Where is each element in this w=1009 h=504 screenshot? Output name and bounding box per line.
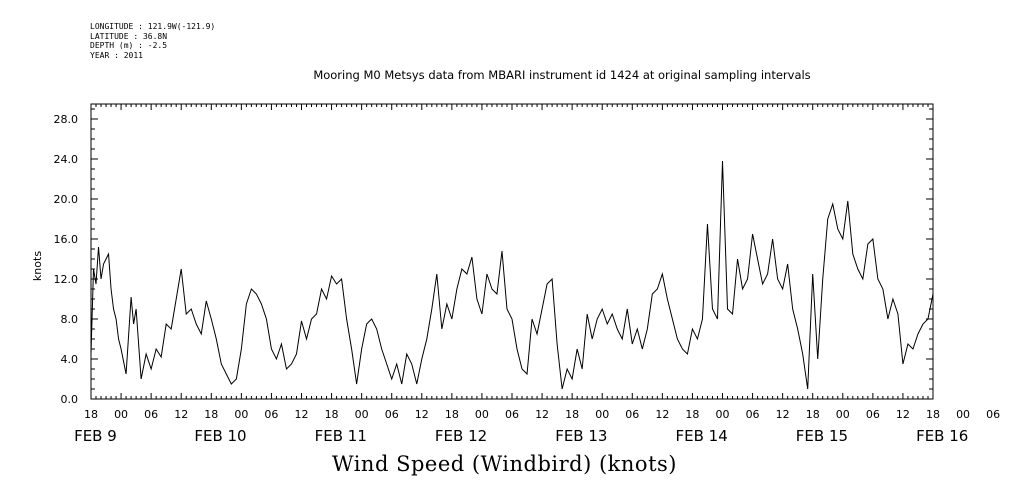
year-label: YEAR : 2011	[90, 50, 143, 60]
x-tick-label: 18	[445, 408, 459, 421]
x-tick-label: 06	[866, 408, 880, 421]
x-tick-label: 12	[415, 408, 429, 421]
y-tick-label: 24.0	[54, 153, 79, 166]
x-tick-label: 00	[355, 408, 369, 421]
longitude-label: LONGITUDE : 121.9W(-121.9)	[90, 22, 216, 31]
x-tick-label: 18	[926, 408, 940, 421]
chart-title: Mooring M0 Metsys data from MBARI instru…	[313, 68, 811, 82]
x-tick-label: 06	[385, 408, 399, 421]
y-tick-label: 12.0	[54, 273, 79, 286]
x-tick-label: 18	[685, 408, 699, 421]
x-tick-label: 00	[716, 408, 730, 421]
x-tick-label: 06	[264, 408, 278, 421]
x-tick-label: 12	[535, 408, 549, 421]
plot-frame	[90, 103, 934, 400]
y-tick-label: 16.0	[54, 233, 79, 246]
x-axis-title: Wind Speed (Windbird) (knots)	[332, 452, 677, 476]
x-tick-label: 18	[204, 408, 218, 421]
x-tick-label: 00	[836, 408, 850, 421]
date-label: FEB 11	[315, 427, 367, 445]
x-tick-label: 12	[174, 408, 188, 421]
x-tick-label: 18	[84, 408, 98, 421]
latitude-label: LATITUDE : 36.8N	[90, 31, 168, 41]
y-tick-label: 20.0	[54, 193, 79, 206]
date-label: FEB 16	[916, 427, 968, 445]
x-tick-label: 06	[144, 408, 158, 421]
x-tick-label: 00	[475, 408, 489, 421]
y-tick-label: 0.0	[61, 393, 79, 406]
x-tick-label: 00	[114, 408, 128, 421]
wind-speed-series-line	[90, 160, 934, 390]
x-tick-label: 00	[595, 408, 609, 421]
date-label: FEB 13	[555, 427, 607, 445]
axis-ticks	[90, 104, 934, 400]
x-tick-label: 12	[896, 408, 910, 421]
x-tick-label: 18	[565, 408, 579, 421]
x-tick-label: 06	[625, 408, 639, 421]
x-tick-label: 00	[956, 408, 970, 421]
depth-label: DEPTH (m) : -2.5	[90, 41, 168, 50]
y-axis-label: knots	[31, 251, 44, 281]
location-metadata: LONGITUDE : 121.9W(-121.9) LATITUDE : 36…	[90, 22, 215, 60]
x-tick-label: 06	[986, 408, 1000, 421]
date-label: FEB 9	[74, 427, 117, 445]
x-tick-label: 06	[746, 408, 760, 421]
x-tick-label: 18	[806, 408, 820, 421]
y-tick-label: 28.0	[54, 113, 79, 126]
date-label: FEB 12	[435, 427, 487, 445]
axis-labels: 18 00 06 12 18 00 06 12 18 00 06 12 18 00 06 12 18 00 06 12…	[54, 113, 1001, 445]
y-tick-label: 4.0	[61, 353, 79, 366]
x-tick-label: 12	[295, 408, 309, 421]
date-label: FEB 10	[194, 427, 246, 445]
x-tick-label: 18	[325, 408, 339, 421]
x-tick-label: 12	[776, 408, 790, 421]
x-tick-label: 00	[234, 408, 248, 421]
y-tick-label: 8.0	[61, 313, 79, 326]
date-label: FEB 15	[796, 427, 848, 445]
x-tick-label: 12	[655, 408, 669, 421]
x-tick-label: 06	[505, 408, 519, 421]
date-label: FEB 14	[676, 427, 728, 445]
